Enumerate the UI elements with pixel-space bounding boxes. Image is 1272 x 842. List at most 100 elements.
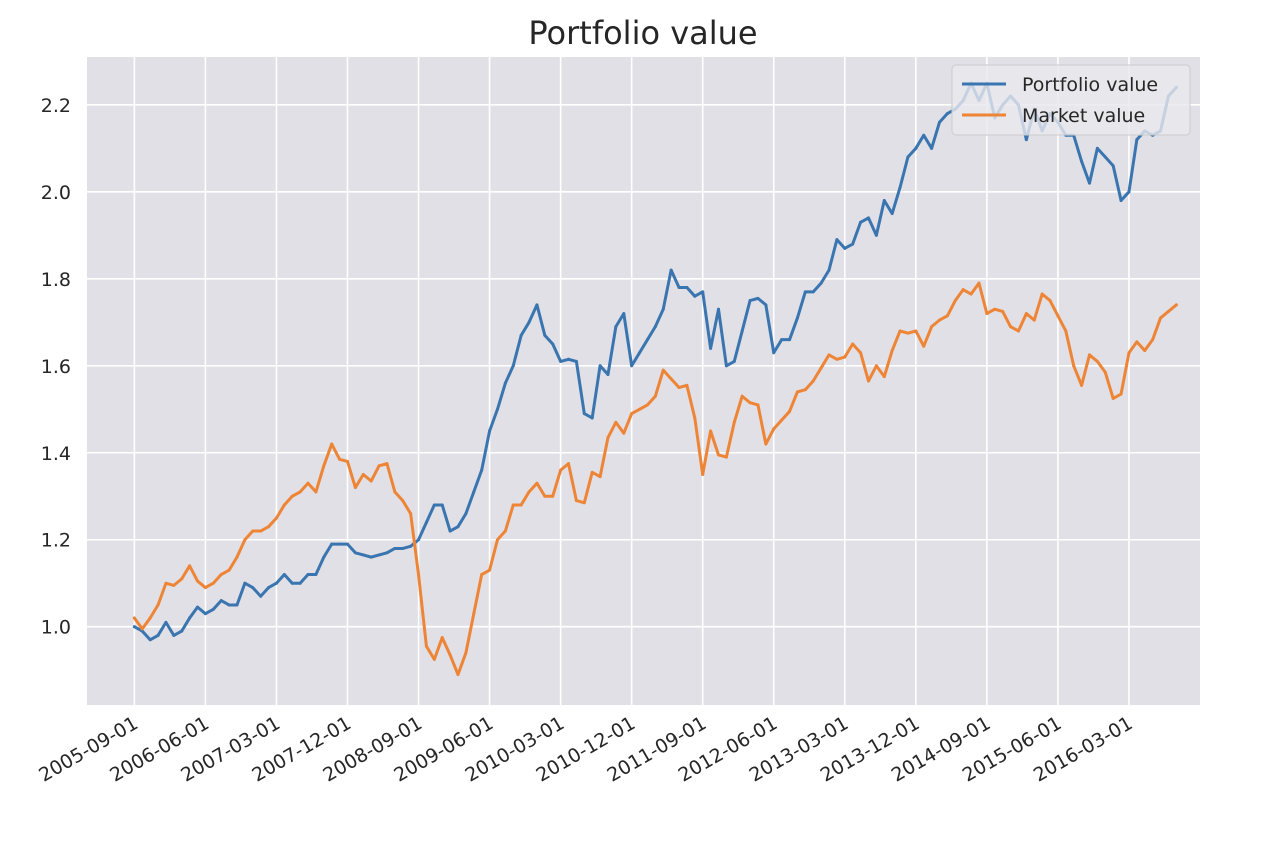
data-point [314, 573, 318, 577]
data-point [701, 290, 705, 294]
data-point [448, 653, 452, 657]
data-point [377, 464, 381, 468]
data-point [353, 486, 357, 490]
data-point [598, 364, 602, 368]
data-point [196, 579, 200, 583]
data-point [693, 294, 697, 298]
data-point [661, 307, 665, 311]
data-point [819, 366, 823, 370]
data-point [274, 516, 278, 520]
data-point [251, 529, 255, 533]
data-point [235, 555, 239, 559]
data-point [795, 316, 799, 320]
data-point [156, 633, 160, 637]
data-point [503, 529, 507, 533]
data-point [709, 429, 713, 433]
data-point [890, 212, 894, 216]
data-point [811, 379, 815, 383]
data-point [1151, 338, 1155, 342]
data-point [196, 605, 200, 609]
data-point [401, 546, 405, 550]
data-point [1032, 318, 1036, 322]
data-point [638, 407, 642, 411]
data-point [819, 281, 823, 285]
data-point [535, 303, 539, 307]
data-point [409, 544, 413, 548]
data-point [922, 133, 926, 137]
data-point [874, 364, 878, 368]
data-point [843, 246, 847, 250]
data-point [472, 612, 476, 616]
data-point [653, 325, 657, 329]
data-point [1087, 353, 1091, 357]
data-point [938, 318, 942, 322]
data-point [1080, 383, 1084, 387]
grid-lines [87, 57, 1200, 705]
data-point [1135, 138, 1139, 142]
data-point [227, 603, 231, 607]
data-point [259, 529, 263, 533]
data-point [409, 512, 413, 516]
y-tick-label: 1.8 [41, 269, 71, 291]
data-point [669, 268, 673, 272]
data-point [724, 455, 728, 459]
data-point [669, 377, 673, 381]
data-point [882, 375, 886, 379]
data-point [716, 307, 720, 311]
data-point [369, 555, 373, 559]
data-point [859, 351, 863, 355]
legend: Portfolio value Market value [951, 64, 1191, 136]
data-point [645, 403, 649, 407]
data-point [598, 475, 602, 479]
data-point [764, 442, 768, 446]
data-point [985, 312, 989, 316]
data-point [843, 355, 847, 359]
data-point [622, 431, 626, 435]
data-point [290, 581, 294, 585]
data-point [1119, 199, 1123, 203]
data-point [795, 390, 799, 394]
data-point [653, 394, 657, 398]
data-point [188, 616, 192, 620]
data-point [464, 651, 468, 655]
data-point [322, 464, 326, 468]
data-point [527, 320, 531, 324]
data-point [866, 216, 870, 220]
data-point [630, 412, 634, 416]
data-point [148, 638, 152, 642]
data-point [456, 673, 460, 677]
data-point [582, 412, 586, 416]
data-point [503, 381, 507, 385]
y-tick-label: 1.0 [41, 617, 71, 639]
data-point [827, 353, 831, 357]
data-point [993, 307, 997, 311]
data-point [338, 457, 342, 461]
data-point [314, 490, 318, 494]
data-point [432, 657, 436, 661]
data-point [914, 329, 918, 333]
y-axis-ticks: 1.0 1.2 1.4 1.6 1.8 2.0 2.2 [41, 95, 71, 639]
data-point [551, 342, 555, 346]
data-point [267, 525, 271, 529]
data-point [1095, 359, 1099, 363]
data-point [519, 503, 523, 507]
data-point [259, 594, 263, 598]
data-point [953, 299, 957, 303]
data-point [424, 520, 428, 524]
data-point [945, 112, 949, 116]
data-point [772, 427, 776, 431]
data-point [732, 420, 736, 424]
data-point [930, 325, 934, 329]
data-point [495, 538, 499, 542]
data-point [1111, 164, 1115, 168]
data-point [267, 586, 271, 590]
data-point [140, 629, 144, 633]
data-point [898, 185, 902, 189]
data-point [511, 364, 515, 368]
data-point [1009, 325, 1013, 329]
series-market-value [132, 281, 1178, 677]
data-point [922, 344, 926, 348]
data-point [345, 542, 349, 546]
data-point [274, 581, 278, 585]
